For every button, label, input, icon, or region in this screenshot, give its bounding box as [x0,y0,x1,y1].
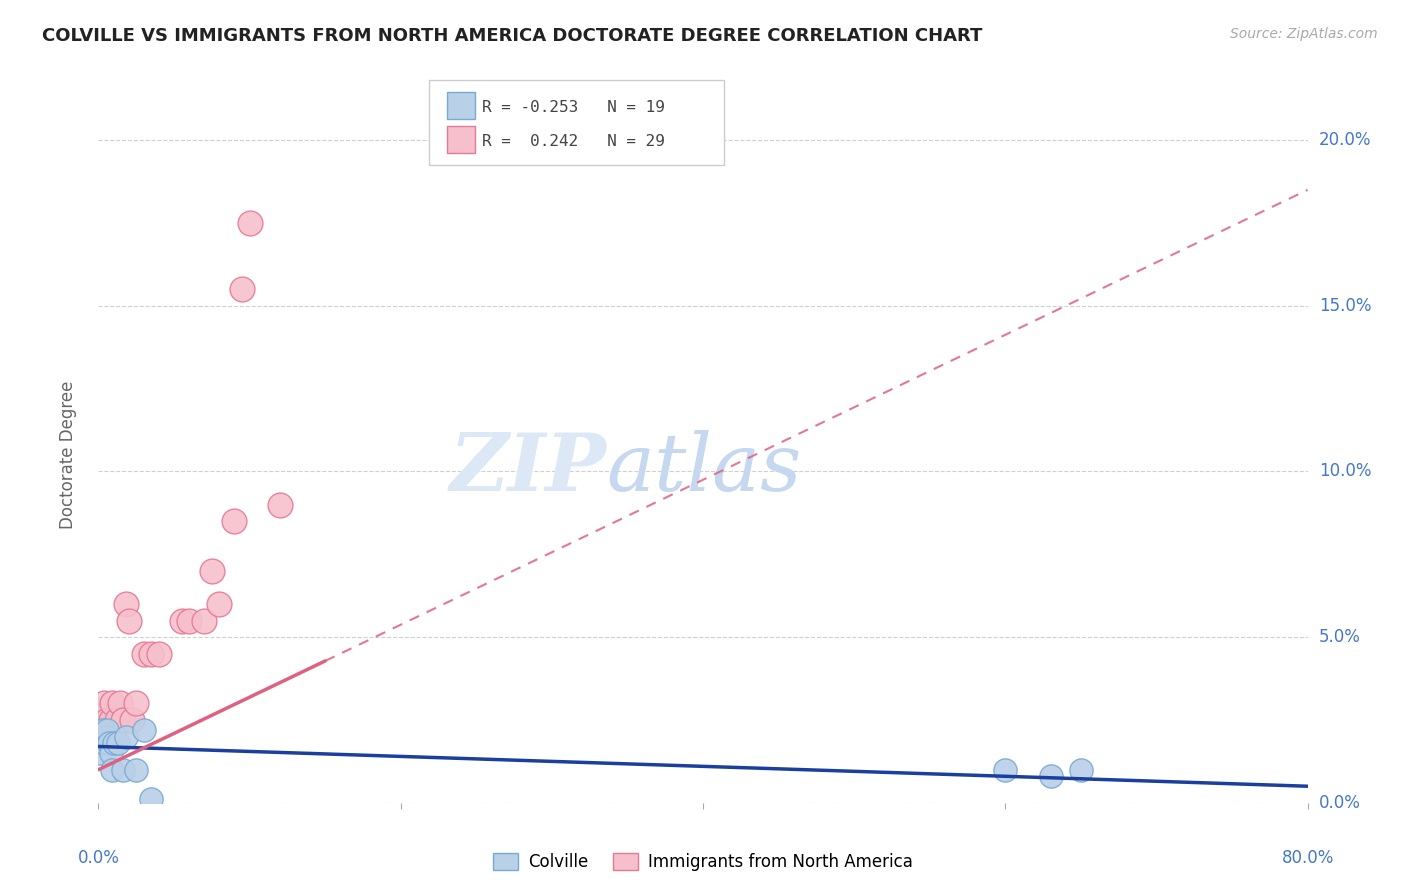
Point [103,730,125,744]
Point [125,697,148,711]
Point [239,216,262,230]
Text: ZIP: ZIP [450,430,606,508]
Point [132,723,155,737]
Point [100,713,122,727]
Point [93,697,115,711]
Point [177,614,201,628]
Point [1039,769,1062,783]
Point [201,564,224,578]
Point [141,647,163,661]
Point [101,697,124,711]
Point [101,763,124,777]
Point [105,713,128,727]
Point [98,723,121,737]
Text: 80.0%: 80.0% [1281,849,1334,867]
Point [96,713,118,727]
Text: COLVILLE VS IMMIGRANTS FROM NORTH AMERICA DOCTORATE DEGREE CORRELATION CHART: COLVILLE VS IMMIGRANTS FROM NORTH AMERIC… [42,27,983,45]
Point [90,723,112,737]
Point [148,647,170,661]
Text: 0.0%: 0.0% [77,849,120,867]
Point [111,763,134,777]
Text: 15.0%: 15.0% [1319,297,1371,315]
Point [108,697,131,711]
Point [93,736,115,750]
Point [114,730,136,744]
Text: 20.0%: 20.0% [1319,131,1371,149]
Legend: Colville, Immigrants from North America: Colville, Immigrants from North America [486,847,920,878]
Text: 5.0%: 5.0% [1319,628,1361,646]
Point [114,597,136,611]
Point [118,614,141,628]
Point [1070,763,1092,777]
Point [107,736,129,750]
Point [91,703,114,717]
Point [94,723,117,737]
Text: 10.0%: 10.0% [1319,462,1371,481]
Text: atlas: atlas [606,430,801,508]
Point [125,763,148,777]
Point [132,647,155,661]
Point [96,723,118,737]
Point [208,597,231,611]
Point [170,614,193,628]
Y-axis label: Doctorate Degree: Doctorate Degree [59,381,77,529]
Point [193,614,215,628]
Point [100,746,122,760]
Point [89,713,111,727]
Point [90,730,112,744]
Point [89,746,111,760]
Text: R =  0.242   N = 29: R = 0.242 N = 29 [482,134,665,149]
Point [994,763,1017,777]
Point [141,792,163,806]
Point [269,498,291,512]
Point [91,723,114,737]
Point [224,514,246,528]
Text: 0.0%: 0.0% [1319,794,1361,812]
Point [94,730,117,744]
Point [98,736,121,750]
Point [231,282,253,296]
Text: Source: ZipAtlas.com: Source: ZipAtlas.com [1230,27,1378,41]
Point [111,713,134,727]
Point [121,713,143,727]
Point [103,736,125,750]
Text: R = -0.253   N = 19: R = -0.253 N = 19 [482,100,665,115]
